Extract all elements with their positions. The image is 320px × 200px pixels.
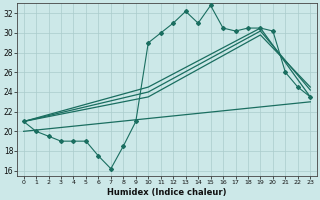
X-axis label: Humidex (Indice chaleur): Humidex (Indice chaleur) — [107, 188, 227, 197]
